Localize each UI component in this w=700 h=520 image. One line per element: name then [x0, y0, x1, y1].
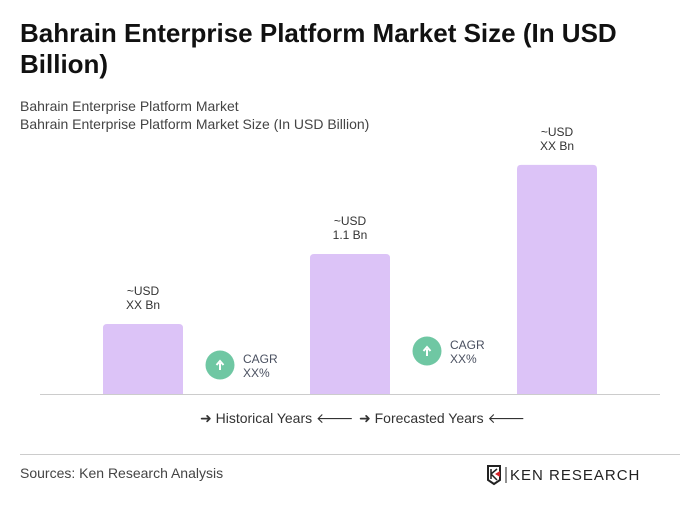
data-label: ~USD	[541, 125, 574, 139]
subtitle-2: Bahrain Enterprise Platform Market Size …	[20, 116, 370, 132]
arrow-up-icon	[422, 345, 432, 356]
data-label: ~USD	[334, 214, 367, 228]
cagr-label: XX%	[243, 366, 270, 380]
data-label: 1.1 Bn	[333, 228, 368, 242]
arrow-up-icon	[215, 359, 225, 370]
legend-historical: ➜ Historical Years 🡐	[200, 410, 354, 426]
source-text: Sources: Ken Research Analysis	[20, 465, 224, 481]
legend-historical-label: Historical Years	[215, 410, 313, 426]
page-title: Bahrain Enterprise Platform Market Size …	[20, 18, 617, 79]
data-label: XX Bn	[540, 139, 574, 153]
cagr-label: CAGR	[243, 352, 278, 366]
svg-text:KEN RESEARCH: KEN RESEARCH	[510, 467, 640, 484]
bar	[103, 324, 183, 394]
legend-forecasted-label: Forecasted Years	[374, 410, 484, 426]
cagr-label: XX%	[450, 352, 477, 366]
legend-forecasted: ➜ Forecasted Years 🡐	[359, 410, 526, 426]
data-label: XX Bn	[126, 298, 160, 312]
bar	[517, 164, 597, 394]
ken-research-logo: KEN RESEARCH	[487, 465, 640, 486]
subtitle: Bahrain Enterprise Platform Market	[20, 98, 239, 114]
bar	[310, 254, 390, 394]
data-label: ~USD	[127, 284, 160, 298]
divider	[20, 454, 680, 455]
cagr-label: CAGR	[450, 338, 485, 352]
